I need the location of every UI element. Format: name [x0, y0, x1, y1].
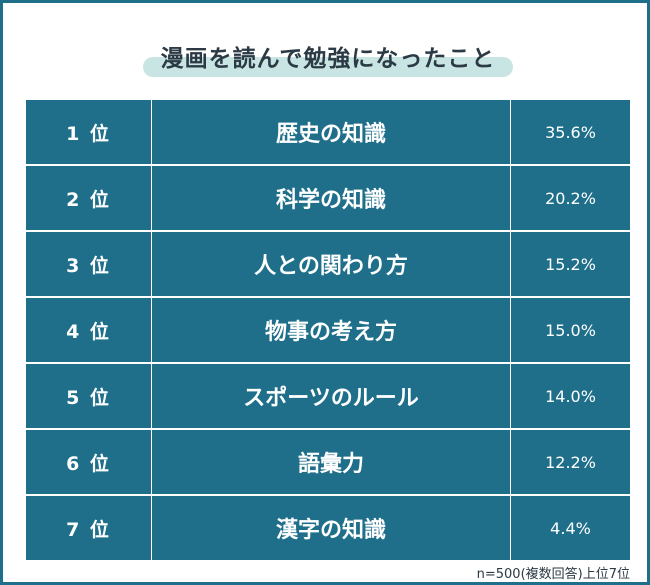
percent-cell: 35.6%	[545, 122, 596, 142]
table-row: 5 位 スポーツのルール 14.0%	[26, 364, 630, 428]
item-cell: 漢字の知識	[275, 518, 386, 543]
column-divider	[151, 100, 152, 560]
rank-cell: 7 位	[66, 518, 111, 541]
percent-cell: 12.2%	[545, 452, 596, 472]
rank-cell: 6 位	[66, 452, 111, 475]
table-row: 4 位 物事の考え方 15.0%	[26, 298, 630, 362]
table-row: 6 位 語彙力 12.2%	[26, 430, 630, 494]
item-cell: 歴史の知識	[275, 122, 386, 147]
rank-cell: 2 位	[66, 188, 111, 211]
table-row: 2 位 科学の知識 20.2%	[26, 166, 630, 230]
percent-cell: 20.2%	[545, 188, 596, 208]
item-cell: 語彙力	[297, 452, 364, 477]
chart-title: 漫画を読んで勉強になったこと	[160, 46, 496, 72]
row-divider	[26, 428, 630, 430]
rank-cell: 3 位	[66, 254, 111, 277]
item-cell: 人との関わり方	[254, 254, 408, 279]
title-highlight	[143, 57, 513, 77]
item-cell: 科学の知識	[275, 188, 386, 213]
table-row: 1 位 歴史の知識 35.6%	[26, 100, 630, 164]
percent-cell: 15.0%	[545, 320, 596, 340]
title-area: 漫画を読んで勉強になったこと	[3, 33, 650, 83]
percent-cell: 14.0%	[545, 386, 596, 406]
row-divider	[26, 494, 630, 496]
row-divider	[26, 230, 630, 232]
table-row: 3 位 人との関わり方 15.2%	[26, 232, 630, 296]
ranking-table: 1 位 歴史の知識 35.6% 2 位 科学の知識 20.2% 3 位 人との関わり方 15.2…	[26, 100, 630, 560]
percent-cell: 15.2%	[545, 254, 596, 274]
rank-cell: 1 位	[66, 122, 111, 145]
item-cell: 物事の考え方	[264, 320, 397, 345]
column-divider	[510, 100, 511, 560]
row-divider	[26, 164, 630, 166]
percent-cell: 4.4%	[550, 518, 591, 538]
footnote: n=500(複数回答)上位7位	[476, 567, 630, 582]
rank-cell: 4 位	[66, 320, 111, 343]
row-divider	[26, 362, 630, 364]
item-cell: スポーツのルール	[243, 386, 419, 411]
rank-cell: 5 位	[66, 386, 111, 409]
row-divider	[26, 296, 630, 298]
table-row: 7 位 漢字の知識 4.4%	[26, 496, 630, 560]
